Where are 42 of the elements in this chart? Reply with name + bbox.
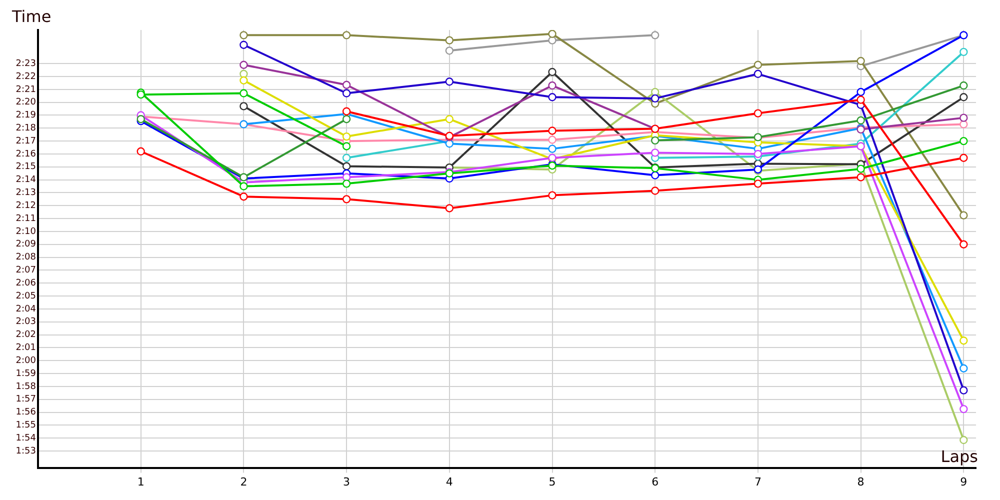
x-tick-label: 4: [446, 475, 453, 488]
y-tick-label: 2:09: [16, 240, 36, 250]
y-tick-label: 2:20: [16, 98, 36, 108]
y-tick-label: 1:56: [16, 408, 36, 418]
y-tick-label: 2:23: [16, 58, 36, 69]
y-tick-label: 2:18: [16, 123, 36, 134]
y-tick-label: 2:19: [16, 110, 36, 121]
y-tick-label: 1:58: [16, 382, 36, 392]
y-tick-label: 2:14: [16, 175, 36, 186]
y-tick-label: 2:01: [16, 343, 36, 354]
y-tick-label: 2:00: [16, 356, 36, 366]
y-tick-label: 2:08: [16, 252, 36, 263]
y-tick-label: 2:02: [16, 330, 36, 340]
y-tick-label: 2:05: [16, 291, 36, 302]
y-tick-label: 2:10: [16, 226, 36, 237]
y-tick-label: 2:21: [16, 84, 36, 95]
x-tick-label: 8: [857, 475, 864, 488]
y-tick-label: 2:03: [16, 317, 36, 328]
y-tick-label: 2:11: [16, 214, 36, 224]
x-tick-label: 5: [548, 475, 556, 488]
y-axis-title: Time: [11, 7, 52, 26]
x-tick-label: 1: [137, 475, 144, 488]
y-tick-label: 2:04: [16, 304, 36, 314]
y-tick-label: 2:15: [16, 162, 36, 172]
y-tick-label: 1:55: [16, 420, 36, 431]
x-tick-label: 7: [754, 475, 762, 488]
y-tick-label: 1:59: [16, 368, 36, 379]
y-tick-label: 2:06: [16, 278, 36, 288]
y-tick-label: 2:16: [16, 149, 36, 160]
y-tick-label: 2:07: [16, 266, 36, 276]
y-tick-label: 2:12: [16, 200, 36, 211]
x-tick-label: 9: [960, 475, 968, 488]
y-tick-label: 2:13: [16, 188, 36, 198]
x-tick-label: 6: [652, 475, 659, 488]
y-tick-label: 1:54: [16, 433, 36, 444]
x-tick-label: 3: [343, 475, 350, 488]
y-tick-label: 1:57: [16, 394, 36, 405]
x-tick-label: 2: [240, 475, 248, 488]
y-tick-label: 2:22: [16, 72, 36, 82]
y-tick-label: 2:17: [16, 136, 36, 146]
y-tick-label: 1:53: [16, 446, 36, 456]
x-axis-title: Laps: [940, 446, 978, 466]
